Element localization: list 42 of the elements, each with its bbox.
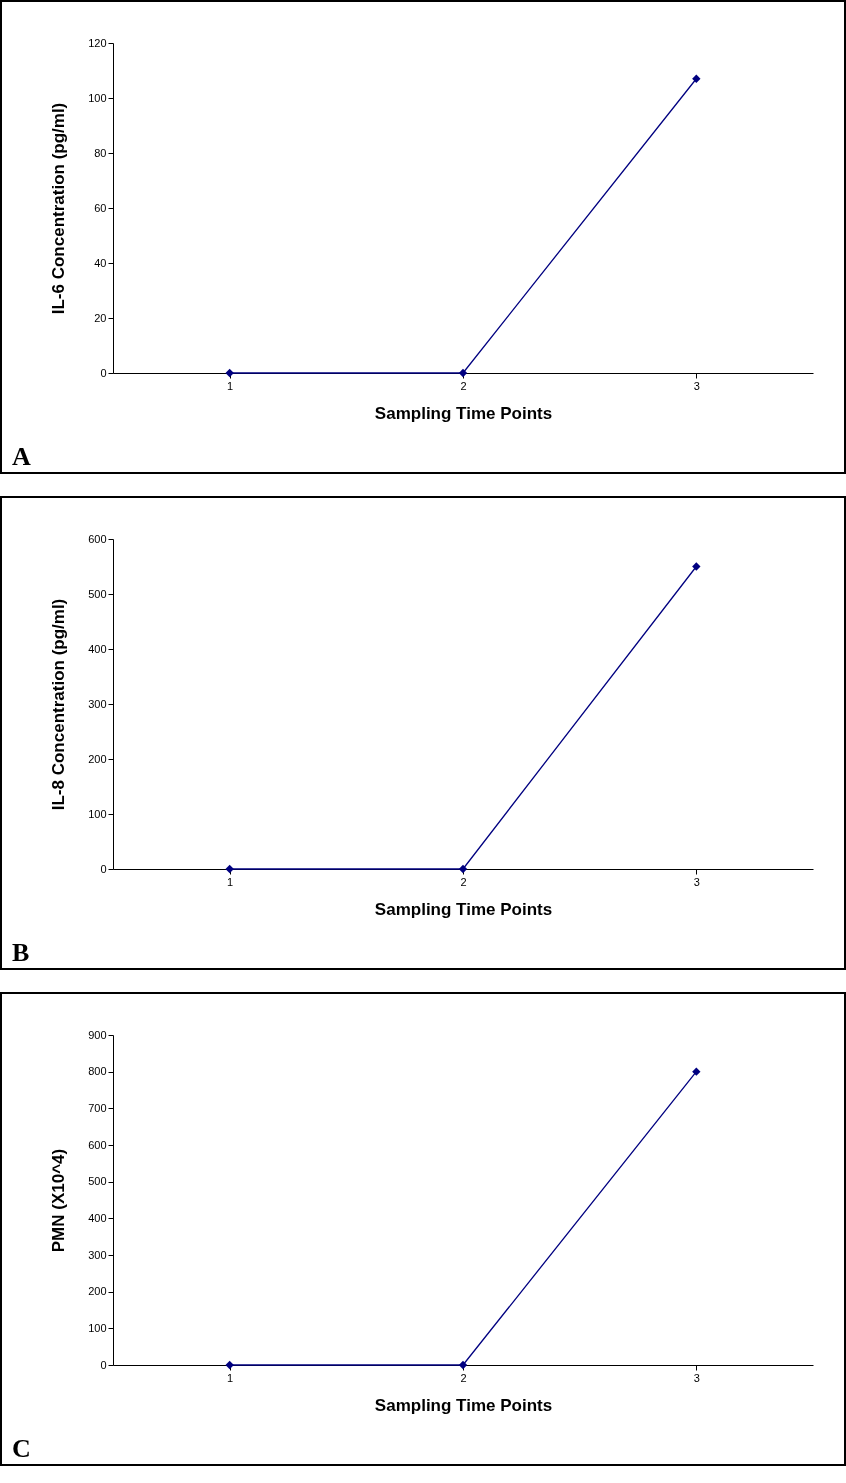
y-tick-label: 120 (88, 36, 107, 49)
y-tick-label: 500 (88, 587, 107, 600)
text: B (12, 938, 30, 967)
x-tick-label: 1 (227, 875, 234, 888)
y-tick-label: 400 (88, 642, 107, 655)
x-axis-title: Sampling Time Points (374, 403, 553, 423)
x-tick-label: 2 (460, 1371, 467, 1384)
y-tick-label: 700 (88, 1101, 107, 1114)
y-tick-label: 0 (100, 366, 107, 379)
y-tick-label: 200 (88, 1285, 107, 1298)
y-tick-label: 800 (88, 1065, 107, 1078)
y-tick-label: 100 (88, 91, 107, 104)
y-tick-label: 100 (88, 807, 107, 820)
text: A (12, 442, 31, 471)
x-tick-label: 2 (460, 379, 467, 392)
y-tick-label: 0 (100, 1358, 107, 1371)
y-axis-title: PMN (X10^4) (49, 1148, 69, 1253)
x-tick-label: 3 (693, 1371, 700, 1384)
y-tick-label: 80 (94, 146, 107, 159)
y-tick-label: 900 (88, 1028, 107, 1041)
x-tick-label: 2 (460, 875, 467, 888)
y-tick-label: 200 (88, 752, 107, 765)
y-axis-title: IL-6 Concentration (pg/ml) (49, 102, 69, 315)
y-tick-label: 20 (94, 311, 107, 324)
y-tick-label: 0 (100, 862, 107, 875)
x-tick-label: 3 (693, 379, 700, 392)
y-tick-label: 300 (88, 697, 107, 710)
y-tick-label: 600 (88, 1138, 107, 1151)
y-axis-title: IL-8 Concentration (pg/ml) (49, 598, 69, 811)
y-tick-label: 60 (94, 201, 107, 214)
y-tick-label: 400 (88, 1211, 107, 1224)
text: C (12, 1434, 31, 1463)
y-tick-label: 300 (88, 1248, 107, 1261)
y-tick-label: 100 (88, 1321, 107, 1334)
x-axis-title: Sampling Time Points (374, 1395, 553, 1415)
y-tick-label: 600 (88, 532, 107, 545)
y-tick-label: 40 (94, 256, 107, 269)
x-tick-label: 1 (227, 1371, 234, 1384)
x-tick-label: 1 (227, 379, 234, 392)
x-axis-title: Sampling Time Points (374, 899, 553, 919)
y-tick-label: 500 (88, 1175, 107, 1188)
x-tick-label: 3 (693, 875, 700, 888)
